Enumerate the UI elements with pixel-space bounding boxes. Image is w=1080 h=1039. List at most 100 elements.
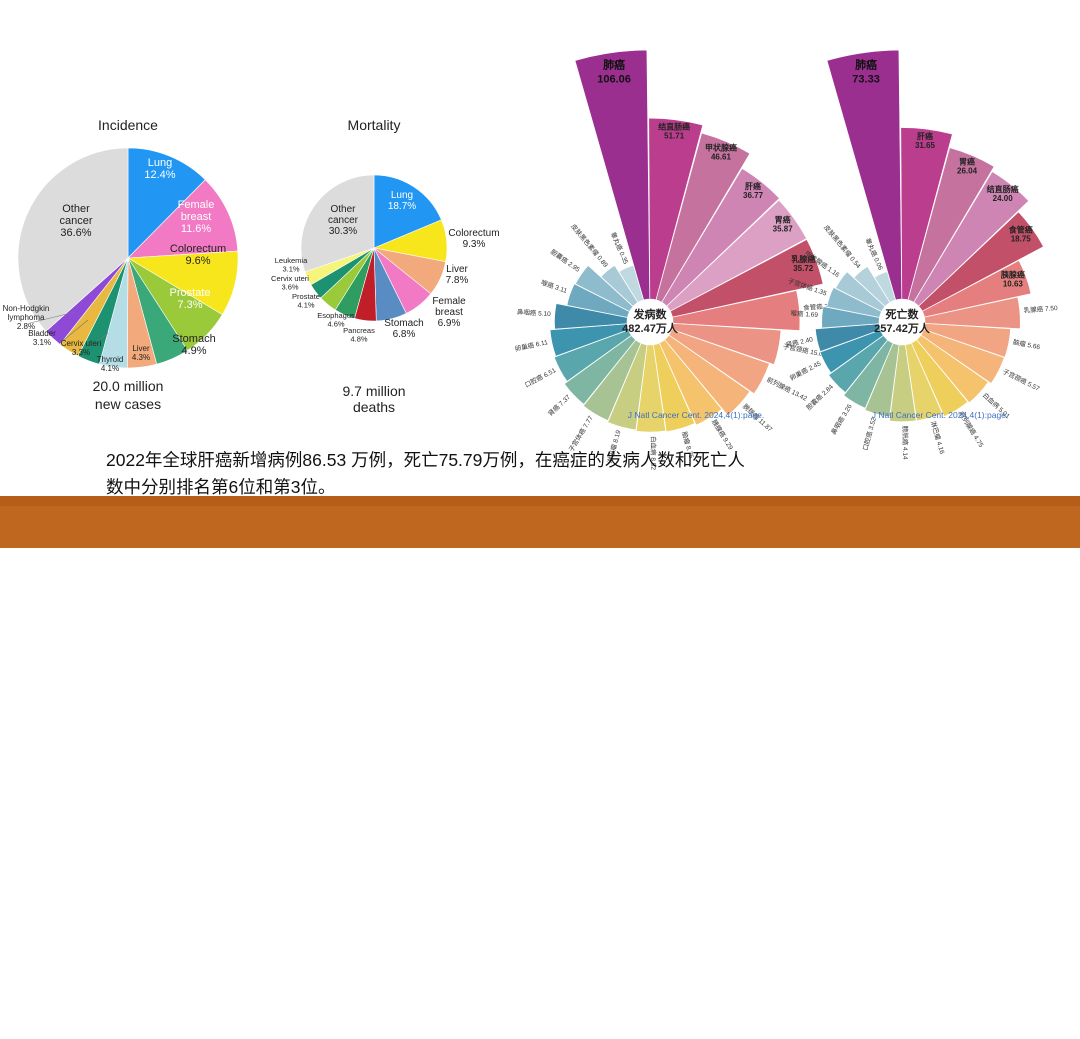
slice-label: Bladder [28,329,56,338]
source-note: J Natl Cancer Cent. 2024,4(1):page. [628,410,765,420]
footer-band: Filho AM, Int J Cancer. 2025;156(7):1336… [0,506,1080,1039]
slice-percent: 4.1% [297,301,314,310]
leader-line [29,311,76,324]
bar-label: 肺癌 [855,58,877,72]
bar-label: 胆囊癌 2.95 [549,247,582,274]
bar-label: 食管癌 22.40 [803,300,842,312]
bar-label: 前列腺癌 13.42 [765,375,809,403]
slice-label: Colorectum [170,243,226,255]
slice-label: Esophagus [317,311,355,320]
slice-label: lymphoma [8,313,45,322]
slice-label: Pancreas [343,326,375,335]
bar-label: 白血病 8.52 [649,436,658,470]
footer-accent-line [0,496,1080,506]
slice-label: Female [178,199,215,211]
slice-percent: 6.8% [393,329,416,340]
bar-value: 35.72 [793,264,814,273]
slice-label: Prostate [170,287,211,299]
slice-label: Lung [148,157,172,169]
bar-label: 肾癌 7.37 [546,392,572,418]
pie-subtitle: 9.7 million [342,383,405,399]
slice-label: Other [62,203,90,215]
bar-label: 鼻咽癌 3.26 [829,402,854,436]
citation-journal: Int J Cancer [839,1024,910,1039]
slice-percent: 3.1% [33,338,51,347]
polar-center [627,299,673,345]
bar-label: 卵巢癌 2.45 [788,358,823,382]
bar-label: 子宫颈癌 5.57 [1001,367,1041,393]
slice-label: Female [432,296,466,307]
leader-line [91,332,109,347]
slice-label: cancer [59,215,92,227]
pie-slice [127,147,206,259]
slice-percent: 9.3% [463,239,486,250]
slice-percent: 3.3% [72,348,90,357]
citation-details: . 2025;156(7):1336-1346. [909,1024,1056,1039]
caption-line-2: 数中分别排名第6位和第3位。 [106,477,336,497]
bar-label: 脑瘤 5.66 [1012,337,1041,351]
bar-label: 甲状腺癌 [705,143,737,153]
bar-label: 胃癌 [959,157,975,167]
bar-label: 卵巢癌 6.11 [514,337,549,353]
slice-label: Non-Hodgkin [3,304,50,313]
bar-value: 35.87 [773,225,794,234]
slice-percent: 4.8% [350,335,367,344]
polar-bar [574,49,651,301]
polar-center [879,299,925,345]
pie-subtitle: 20.0 million [93,378,164,394]
slice-percent: 6.9% [438,318,461,329]
caption-text: 2022年全球肝癌新增病例86.53 万例，死亡75.79万例，在癌症的发病人数… [106,447,846,501]
slice-percent: 36.6% [60,227,91,239]
bar-value: 26.04 [957,167,978,176]
center-label: 死亡数 [886,307,920,321]
bar-value: 46.61 [711,153,732,162]
slice-percent: 4.6% [327,320,344,329]
bar-label: 胃癌 [775,215,791,225]
pie-slice [300,174,375,273]
slice-label: cancer [328,215,359,226]
slice-percent: 3.6% [281,283,298,292]
slice-label: Other [330,204,356,215]
caption-line-1: 2022年全球肝癌新增病例86.53 万例，死亡75.79万例，在癌症的发病人数… [106,450,745,470]
bar-label: 胆囊癌 2.84 [804,382,835,412]
slice-label: Cervix uteri [271,274,309,283]
slice-label: breast [181,211,212,223]
slice-percent: 7.3% [177,299,202,311]
slice-percent: 30.3% [329,226,357,237]
slice-label: Liver [132,344,150,353]
center-label: 发病数 [633,307,668,321]
pie-slice [17,147,129,332]
bar-value: 10.63 [1003,279,1024,288]
slice-percent: 11.6% [181,223,212,235]
slice-percent: 2.8% [17,322,35,331]
slice-percent: 12.4% [144,169,175,181]
bar-label: 口腔癌 6.51 [523,365,558,389]
bar-label: 胰腺癌 [1001,269,1025,279]
bar-label: 肝癌 [917,131,933,141]
bar-value: 24.00 [993,194,1014,203]
bar-value: 73.33 [852,74,880,86]
slice-label: Prostate [292,292,320,301]
leader-line [59,319,89,344]
source-note: J Natl Cancer Cent. 2024,4(1):page. [872,410,1009,420]
bar-value: 51.71 [664,132,685,141]
slice-percent: 3.1% [282,265,299,274]
slice-percent: 18.7% [388,201,416,212]
slice-label: Cervix uteri [61,339,102,348]
bar-label: 膀胱癌 4.14 [901,426,910,460]
center-value: 482.47万人 [622,321,679,335]
bar-label: 淋巴瘤 4.16 [929,420,947,455]
chart-canvas: IncidenceLung12.4%Femalebreast11.6%Color… [3,49,1058,470]
slice-label: breast [435,307,463,318]
pie-slice [373,174,442,249]
bar-label: 食管癌 [1009,225,1033,235]
bar-label: 结直肠癌 [987,184,1019,194]
pie-slice [127,179,239,259]
slice-percent: 4.1% [101,364,119,373]
bar-label: 鼻咽癌 5.10 [517,307,552,318]
pie-subtitle: deaths [353,399,395,415]
